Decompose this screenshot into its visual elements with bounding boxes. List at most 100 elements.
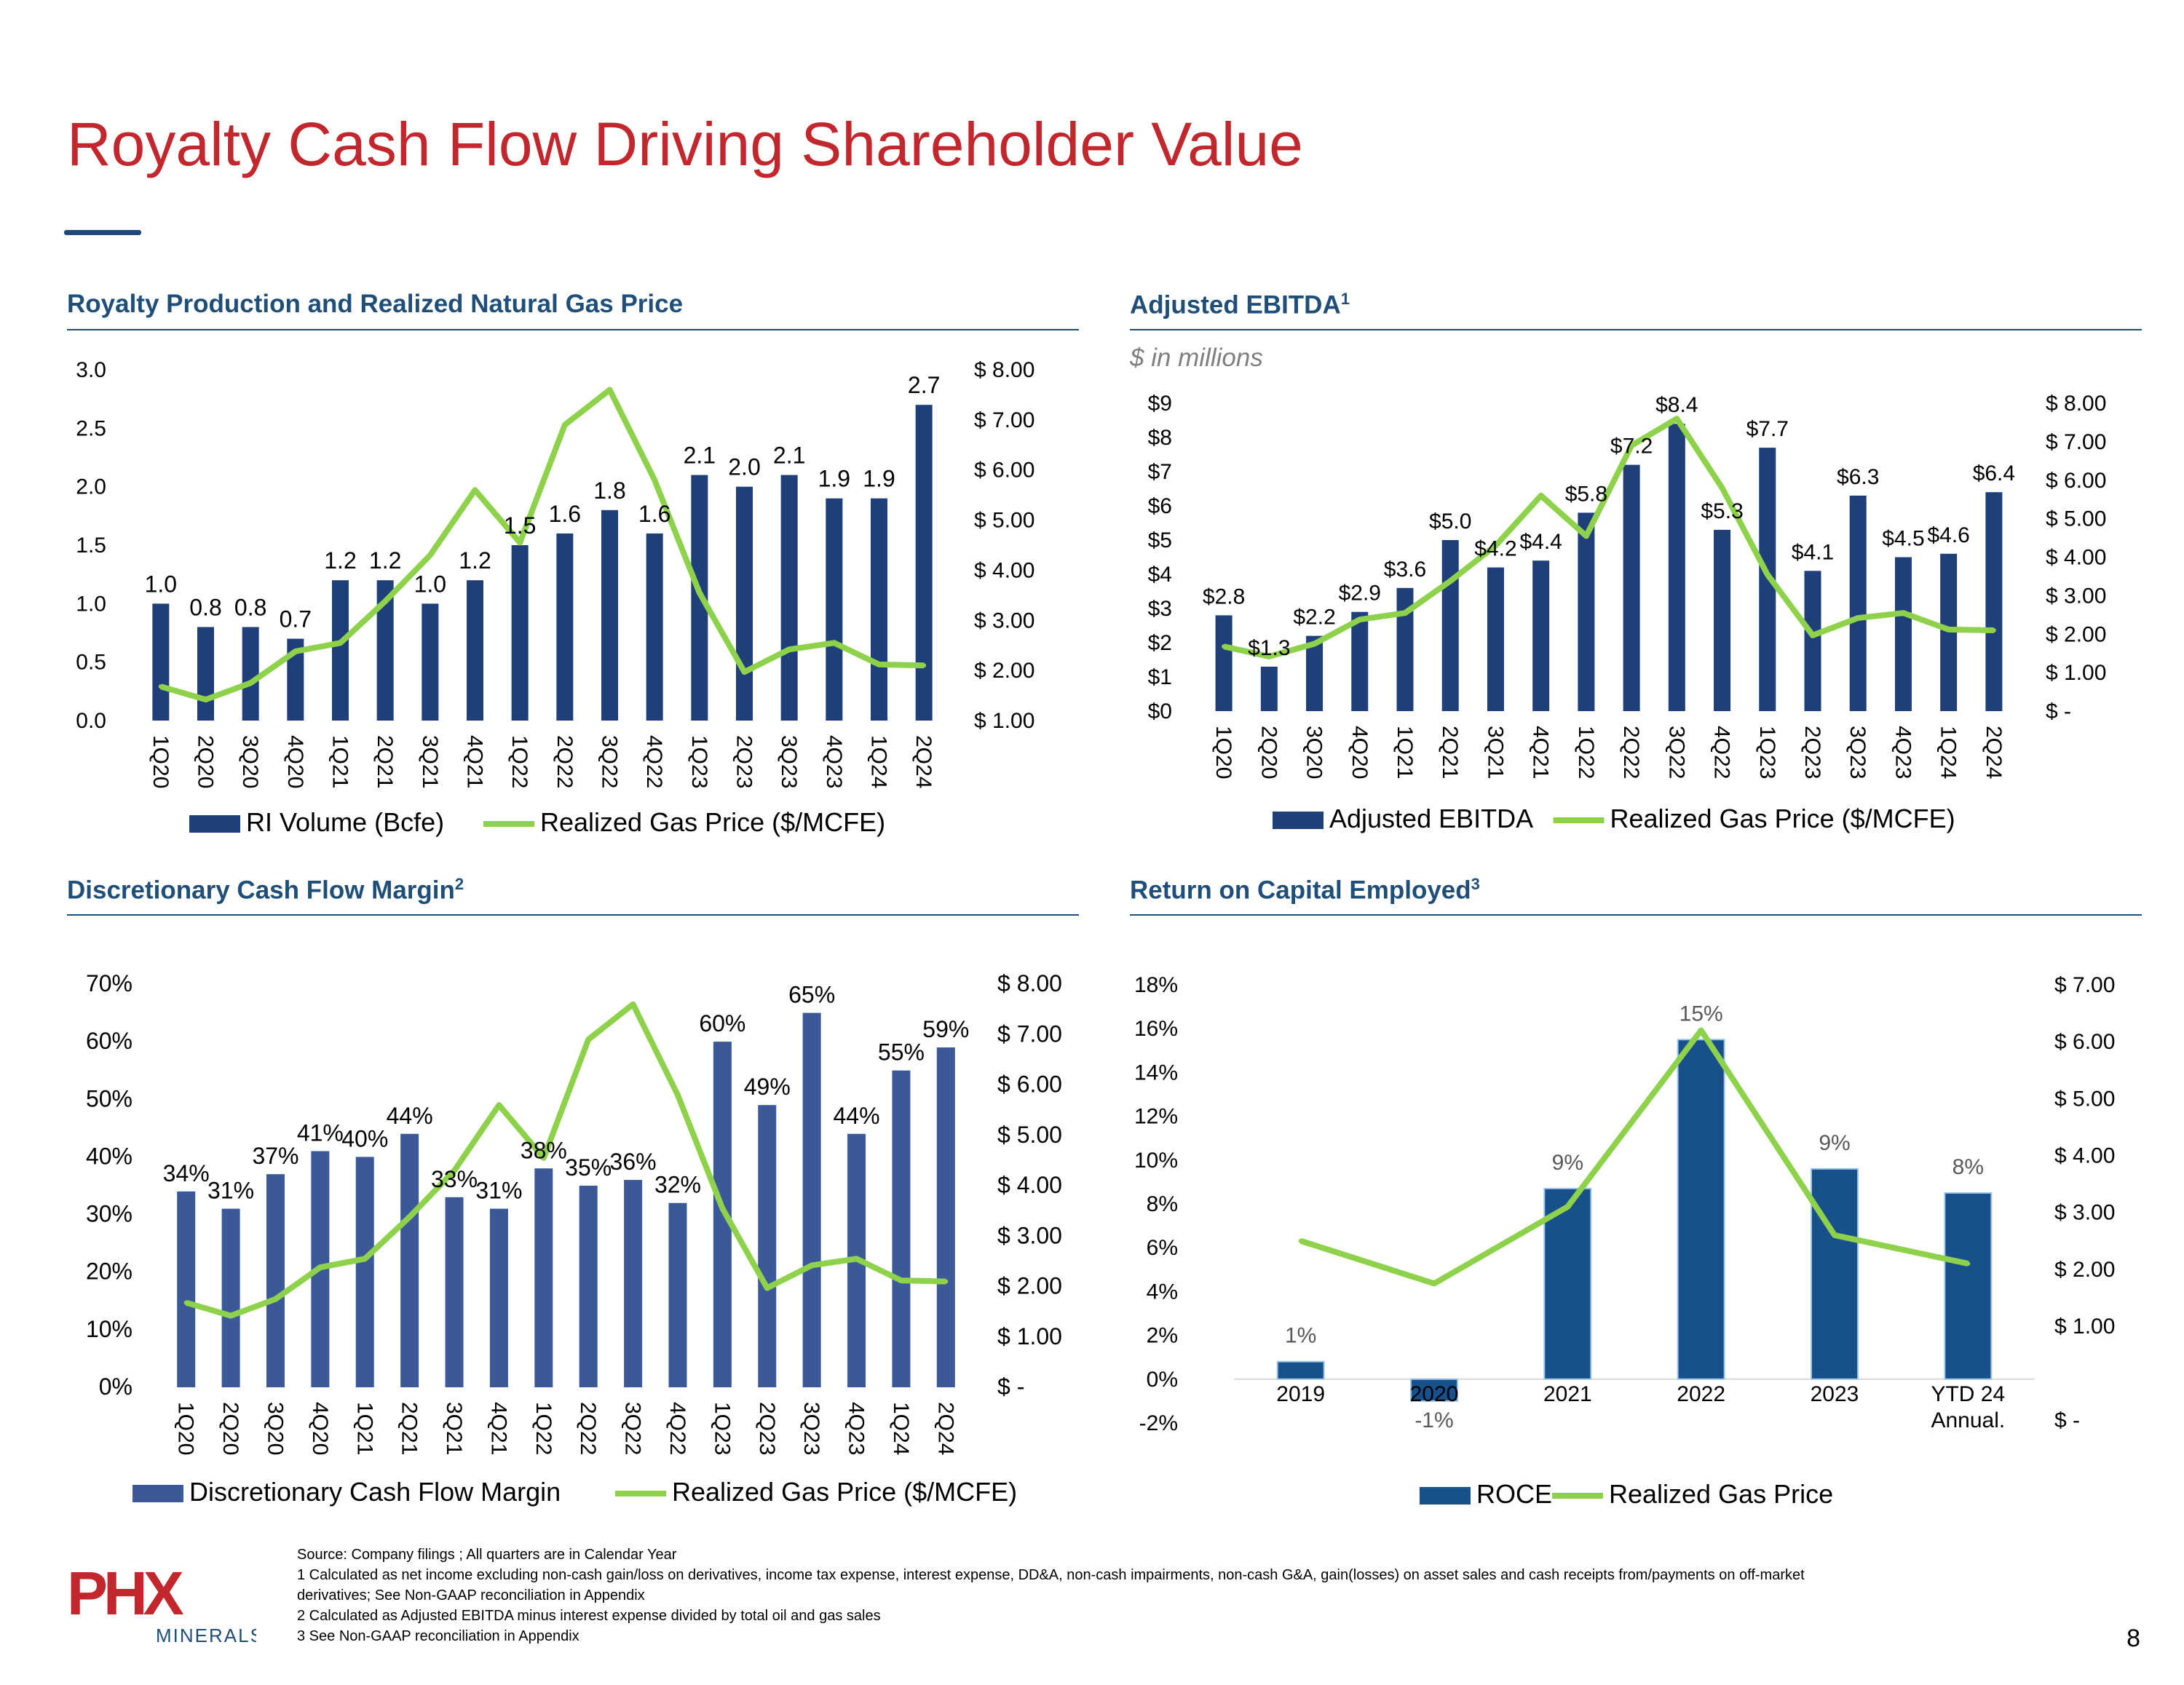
roce-left-tick: 10% xyxy=(1134,1149,1178,1173)
ebitda-right-tick: $ - xyxy=(2046,699,2071,723)
footnote-2: 2 Calculated as Adjusted EBITDA minus in… xyxy=(297,1608,881,1624)
ebitda-data-label: $2.2 xyxy=(1293,606,1335,630)
dcf-gas-price-line xyxy=(185,1001,946,1319)
production-category-label: 4Q23 xyxy=(822,735,846,788)
ebitda-right-tick: $ 7.00 xyxy=(2046,430,2106,454)
ebitda-right-tick: $ 1.00 xyxy=(2046,661,2106,685)
phx-minerals-logo: PHX MINERALS xyxy=(67,1563,256,1646)
production-bar xyxy=(511,545,529,721)
roce-category-label: 2023 xyxy=(1811,1382,1859,1406)
roce-data-label: 9% xyxy=(1552,1151,1583,1175)
dcf-data-label: 60% xyxy=(699,1010,745,1036)
production-section-title: Royalty Production and Realized Natural … xyxy=(67,290,683,319)
roce-section-title-text: Return on Capital Employed xyxy=(1130,876,1471,905)
dcf-gas-price-point xyxy=(810,1263,815,1268)
ebitda-gas-price-point xyxy=(1901,611,1906,616)
dcf-data-label: 36% xyxy=(610,1149,657,1175)
production-bar xyxy=(376,580,394,721)
ebitda-right-tick: $ 2.00 xyxy=(2046,622,2106,646)
production-gas-price-point xyxy=(562,422,567,427)
ebitda-data-label: $4.6 xyxy=(1927,523,1969,547)
ebitda-category-label: 4Q23 xyxy=(1891,726,1915,779)
dcf-category-label: 1Q20 xyxy=(174,1402,198,1455)
roce-category-label: 2021 xyxy=(1543,1382,1592,1406)
production-gas-price-point xyxy=(338,641,343,646)
dcf-bar xyxy=(936,1047,955,1387)
dcf-bar xyxy=(534,1168,553,1387)
production-right-tick: $ 2.00 xyxy=(974,659,1034,683)
dcf-gas-price-point xyxy=(541,1155,546,1160)
dcf-data-label: 35% xyxy=(565,1154,612,1181)
ebitda-bar xyxy=(1441,540,1459,711)
production-gas-price-point xyxy=(427,552,432,558)
production-category-label: 3Q20 xyxy=(238,735,262,788)
production-gas-price-point xyxy=(293,649,298,654)
ebitda-data-label: $6.3 xyxy=(1837,465,1879,489)
ebitda-left-tick: $9 xyxy=(1148,392,1172,416)
production-data-label: 0.8 xyxy=(189,594,221,620)
ebitda-bar xyxy=(1804,571,1821,711)
roce-bar xyxy=(1944,1192,1993,1380)
roce-right-tick: $ 6.00 xyxy=(2054,1030,2115,1054)
production-left-tick: 3.0 xyxy=(76,358,106,382)
ebitda-data-label: $5.0 xyxy=(1429,510,1471,534)
ebitda-gas-price-point xyxy=(1991,627,1996,633)
dcf-gas-price-point xyxy=(363,1256,368,1261)
ebitda-bar xyxy=(1306,635,1324,711)
roce-gas-price-point xyxy=(1698,1028,1704,1033)
production-data-label: 1.2 xyxy=(369,547,401,574)
ebitda-data-label: $4.1 xyxy=(1792,540,1834,564)
roce-section-rule xyxy=(1130,914,2142,916)
production-gas-price-point xyxy=(831,641,836,646)
dcf-category-label: 4Q20 xyxy=(308,1402,332,1455)
production-category-label: 2Q20 xyxy=(194,735,218,788)
roce-gas-price-point xyxy=(1966,1261,1971,1266)
ebitda-section-rule xyxy=(1130,329,2142,330)
roce-section-title: Return on Capital Employed3 xyxy=(1130,875,1480,905)
footnote-1-continued: derivatives; See Non-GAAP reconciliation… xyxy=(297,1587,645,1603)
production-bar xyxy=(287,638,304,721)
ebitda-bar xyxy=(1668,424,1685,711)
production-category-label: 2Q24 xyxy=(911,735,935,788)
ebitda-bar xyxy=(1578,512,1595,711)
roce-left-tick: 16% xyxy=(1134,1017,1178,1041)
production-gas-price-point xyxy=(383,599,388,604)
ebitda-data-label: $5.3 xyxy=(1701,499,1743,523)
dcf-bar xyxy=(892,1070,911,1387)
dcf-section-rule xyxy=(67,914,1079,916)
production-category-label: 4Q20 xyxy=(283,735,307,788)
ebitda-category-label: 1Q23 xyxy=(1755,726,1779,779)
production-bar xyxy=(601,510,618,721)
production-left-tick: 2.5 xyxy=(76,416,106,440)
dcf-gas-price-point xyxy=(943,1279,949,1284)
dcf-bar xyxy=(445,1197,464,1387)
production-category-label: 1Q24 xyxy=(867,735,891,788)
ebitda-gas-price-point xyxy=(1583,534,1588,539)
ebitda-left-tick: $2 xyxy=(1148,631,1172,655)
production-data-label: 1.9 xyxy=(863,466,895,492)
dcf-right-tick: $ 6.00 xyxy=(997,1071,1062,1098)
dcf-category-label: 4Q23 xyxy=(844,1402,869,1455)
dcf-data-label: 55% xyxy=(878,1039,925,1066)
production-left-tick: 0.0 xyxy=(76,709,106,733)
roce-data-label: 9% xyxy=(1819,1131,1850,1155)
roce-legend-bar-swatch xyxy=(1420,1487,1471,1504)
ebitda-right-tick: $ 4.00 xyxy=(2046,546,2106,570)
dcf-right-tick: $ 1.00 xyxy=(997,1323,1062,1349)
footnote-3: 3 See Non-GAAP reconciliation in Appendi… xyxy=(297,1628,579,1644)
production-right-tick: $ 7.00 xyxy=(974,408,1034,432)
production-category-label: 1Q20 xyxy=(149,735,173,788)
ebitda-bar xyxy=(1759,448,1776,711)
production-right-tick: $ 8.00 xyxy=(974,358,1034,382)
ebitda-left-tick: $3 xyxy=(1148,597,1172,621)
dcf-bar xyxy=(802,1012,821,1387)
production-data-label: 0.7 xyxy=(280,606,312,633)
dcf-category-label: 1Q23 xyxy=(710,1402,734,1455)
dcf-category-label: 4Q22 xyxy=(665,1402,689,1455)
dcf-left-tick: 60% xyxy=(86,1028,132,1054)
ebitda-gas-price-point xyxy=(1946,627,1951,632)
footnote-1: 1 Calculated as net income excluding non… xyxy=(297,1567,1805,1583)
dcf-chart: 0% 10% 20% 30% 40% 50% 60% 70% $ - $ 1.00 $ 2.00 $ … xyxy=(86,970,1062,1507)
roce-bar xyxy=(1276,1360,1325,1380)
dcf-right-tick: $ - xyxy=(997,1373,1024,1400)
